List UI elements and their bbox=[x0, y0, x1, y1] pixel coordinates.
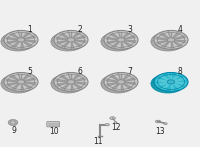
Ellipse shape bbox=[67, 80, 75, 84]
Text: 13: 13 bbox=[155, 127, 165, 136]
Ellipse shape bbox=[104, 72, 138, 91]
Ellipse shape bbox=[105, 123, 109, 126]
Text: 12: 12 bbox=[112, 123, 121, 132]
Text: 5: 5 bbox=[27, 67, 32, 76]
Ellipse shape bbox=[164, 123, 167, 125]
Ellipse shape bbox=[151, 32, 185, 51]
Text: 8: 8 bbox=[177, 67, 182, 76]
Ellipse shape bbox=[15, 122, 17, 123]
Text: 3: 3 bbox=[127, 25, 132, 34]
Ellipse shape bbox=[4, 30, 38, 49]
Ellipse shape bbox=[114, 122, 117, 123]
Ellipse shape bbox=[104, 30, 138, 49]
FancyBboxPatch shape bbox=[47, 122, 60, 127]
Ellipse shape bbox=[1, 74, 35, 93]
Ellipse shape bbox=[9, 122, 11, 123]
Ellipse shape bbox=[10, 120, 12, 122]
Ellipse shape bbox=[51, 32, 85, 51]
Ellipse shape bbox=[154, 72, 188, 91]
Ellipse shape bbox=[17, 80, 25, 84]
Ellipse shape bbox=[101, 32, 135, 51]
Text: 10: 10 bbox=[49, 127, 59, 136]
Ellipse shape bbox=[54, 72, 88, 91]
Ellipse shape bbox=[110, 117, 115, 120]
Ellipse shape bbox=[117, 80, 125, 84]
Ellipse shape bbox=[1, 32, 35, 51]
Ellipse shape bbox=[155, 120, 161, 123]
Ellipse shape bbox=[167, 38, 175, 42]
Text: 1: 1 bbox=[27, 25, 32, 34]
Ellipse shape bbox=[117, 38, 125, 42]
Ellipse shape bbox=[67, 38, 75, 42]
Ellipse shape bbox=[51, 74, 85, 93]
Text: 4: 4 bbox=[177, 25, 182, 34]
Ellipse shape bbox=[167, 80, 175, 84]
Text: 2: 2 bbox=[77, 25, 82, 34]
Ellipse shape bbox=[8, 120, 18, 126]
Ellipse shape bbox=[101, 74, 135, 93]
Text: 11: 11 bbox=[93, 137, 102, 146]
Ellipse shape bbox=[54, 30, 88, 49]
Ellipse shape bbox=[14, 120, 16, 122]
Ellipse shape bbox=[14, 123, 16, 125]
Ellipse shape bbox=[10, 123, 12, 125]
Text: 9: 9 bbox=[11, 126, 16, 135]
Text: 6: 6 bbox=[77, 67, 82, 76]
Ellipse shape bbox=[17, 38, 25, 42]
Ellipse shape bbox=[151, 74, 185, 93]
Text: 7: 7 bbox=[127, 67, 132, 76]
Ellipse shape bbox=[4, 72, 38, 91]
Ellipse shape bbox=[154, 30, 188, 49]
